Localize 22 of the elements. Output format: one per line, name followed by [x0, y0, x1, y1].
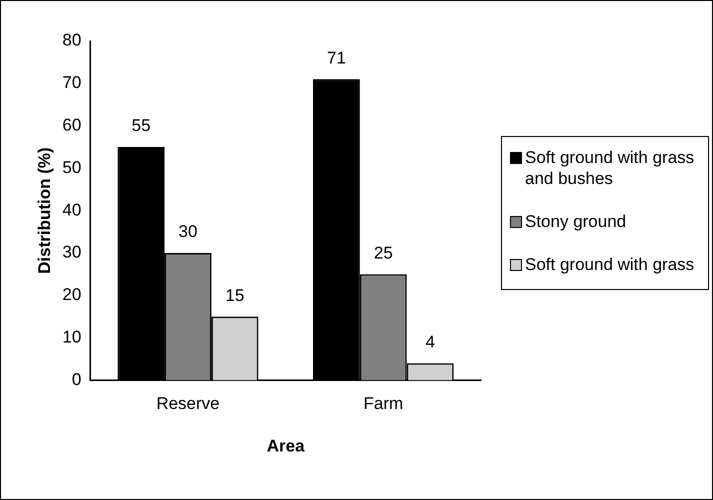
y-tick-label: 0 [72, 370, 82, 389]
data-label: 55 [132, 116, 151, 136]
data-label: 30 [178, 222, 198, 242]
data-label: 25 [374, 243, 393, 262]
x-tick-label: Reserve [156, 394, 220, 414]
y-tick-label: 30 [62, 242, 82, 262]
y-tick-label: 10 [62, 327, 82, 346]
y-tick-label: 70 [62, 73, 82, 92]
legend-label: Soft ground with grass and bushes [525, 147, 696, 189]
y-tick-label: 20 [62, 285, 82, 304]
data-label: 71 [326, 48, 346, 68]
legend-label: Stony ground [525, 211, 626, 232]
y-tick-label: 40 [62, 200, 82, 220]
data-label: 4 [425, 332, 435, 352]
legend-label: Soft ground with grass [525, 254, 694, 275]
data-label: 15 [225, 286, 244, 305]
y-tick-label: 60 [62, 115, 82, 134]
y-tick-label: 50 [62, 158, 82, 177]
x-tick-label: Farm [363, 394, 404, 414]
y-axis-title: Distribution (%) [34, 147, 54, 274]
y-tick-label: 80 [62, 30, 82, 50]
x-axis-title: Area [266, 436, 306, 456]
